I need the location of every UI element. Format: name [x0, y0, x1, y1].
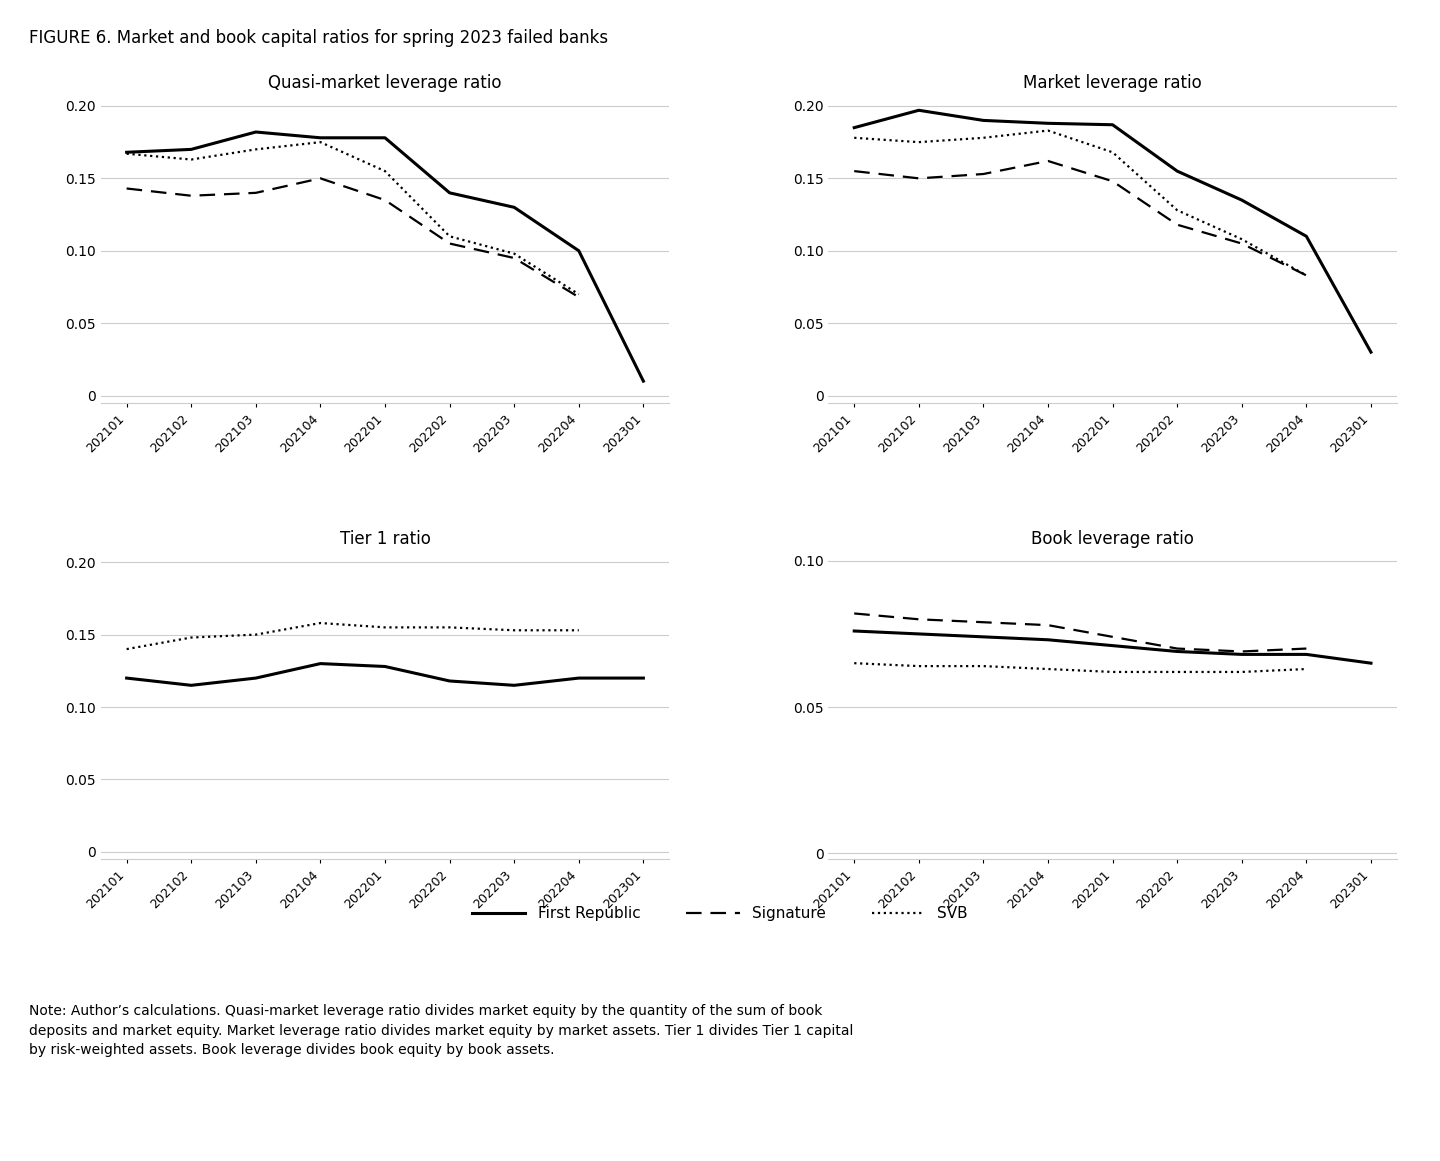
Text: Note: Author’s calculations. Quasi-market leverage ratio divides market equity b: Note: Author’s calculations. Quasi-marke… [29, 1004, 852, 1058]
Title: Quasi-market leverage ratio: Quasi-market leverage ratio [268, 73, 501, 92]
Title: Book leverage ratio: Book leverage ratio [1031, 529, 1194, 548]
Title: Tier 1 ratio: Tier 1 ratio [340, 529, 431, 548]
Legend: First Republic, Signature, SVB: First Republic, Signature, SVB [467, 900, 973, 926]
Title: Market leverage ratio: Market leverage ratio [1024, 73, 1202, 92]
Text: FIGURE 6. Market and book capital ratios for spring 2023 failed banks: FIGURE 6. Market and book capital ratios… [29, 29, 608, 48]
